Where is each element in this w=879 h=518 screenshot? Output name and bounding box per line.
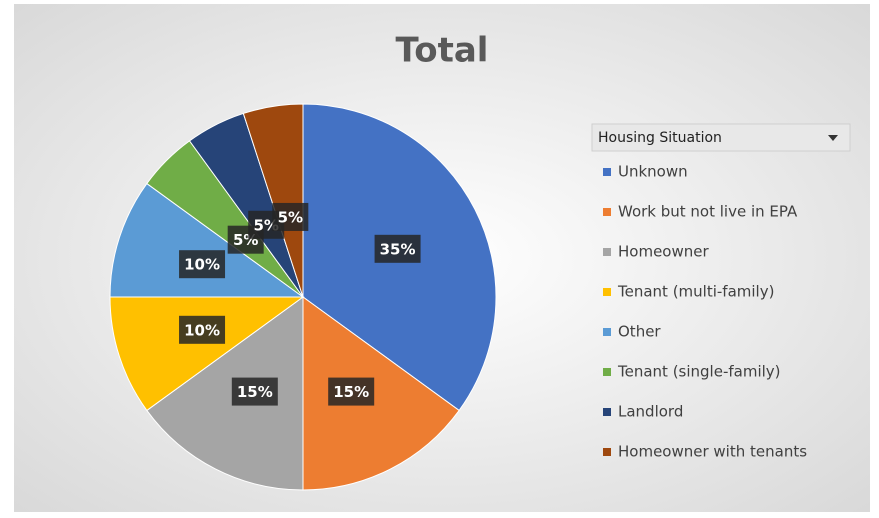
legend-swatch — [603, 408, 611, 416]
data-label: 5% — [278, 208, 303, 226]
pie-slice — [242, 103, 304, 298]
data-label-box — [179, 315, 226, 344]
dropdown-arrow[interactable] — [828, 135, 838, 141]
pie-slice — [146, 296, 304, 491]
legend-label: Homeowner with tenants — [618, 443, 807, 461]
legend-label: Homeowner — [618, 243, 709, 261]
pie-slice — [109, 296, 305, 412]
legend-swatch — [603, 168, 611, 176]
legend-swatch — [603, 288, 611, 296]
data-label: 15% — [333, 383, 369, 401]
data-label: 35% — [380, 240, 416, 258]
legend-field-button[interactable] — [591, 123, 851, 152]
legend-swatch — [603, 448, 611, 456]
data-label-box — [231, 377, 278, 406]
legend-label: Tenant (single-family) — [617, 363, 781, 381]
pie-slice — [302, 296, 460, 491]
data-label-box — [179, 250, 226, 279]
data-label-box — [272, 202, 309, 231]
data-label-box — [328, 377, 375, 406]
legend-label: Unknown — [618, 163, 688, 181]
pie-slice — [109, 182, 305, 298]
legend-swatch — [603, 368, 611, 376]
data-label: 10% — [184, 321, 220, 339]
legend-swatch — [603, 248, 611, 256]
data-label-box — [374, 234, 421, 263]
chart-title: Total — [396, 31, 489, 71]
legend-swatch — [603, 208, 611, 216]
legend-swatch — [603, 328, 611, 336]
data-label: 15% — [237, 383, 273, 401]
legend-label: Tenant (multi-family) — [617, 283, 774, 301]
data-label: 10% — [184, 256, 220, 274]
legend-label: Work but not live in EPA — [618, 203, 798, 221]
legend-title: Housing Situation — [598, 130, 722, 146]
legend-label: Landlord — [618, 403, 683, 421]
legend-label: Other — [618, 323, 661, 341]
